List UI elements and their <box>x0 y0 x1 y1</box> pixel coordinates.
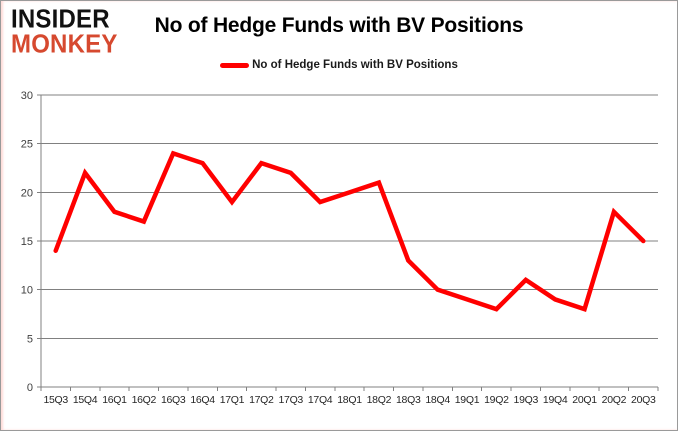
x-axis-label: 19Q1 <box>455 394 480 406</box>
x-axis-label: 19Q2 <box>484 394 509 406</box>
x-axis-label: 17Q4 <box>308 394 333 406</box>
x-axis-label: 15Q4 <box>73 394 98 406</box>
x-axis-label: 17Q1 <box>220 394 245 406</box>
x-axis-label: 18Q1 <box>337 394 362 406</box>
x-axis-label: 16Q4 <box>190 394 215 406</box>
x-axis-label: 20Q1 <box>572 394 597 406</box>
y-axis-label: 10 <box>21 285 33 297</box>
y-axis-label: 5 <box>27 333 33 345</box>
x-axis-label: 16Q1 <box>102 394 127 406</box>
chart-legend: No of Hedge Funds with BV Positions <box>1 59 677 71</box>
x-axis-label: 19Q3 <box>514 394 539 406</box>
legend-label: No of Hedge Funds with BV Positions <box>252 59 458 71</box>
x-axis-label: 18Q4 <box>425 394 450 406</box>
x-axis-label: 18Q3 <box>396 394 421 406</box>
logo-text-insider: INSIDER <box>11 4 110 34</box>
x-axis-label: 20Q2 <box>602 394 627 406</box>
x-axis-label: 15Q3 <box>43 394 68 406</box>
y-axis-label: 20 <box>21 187 33 199</box>
x-axis-label: 17Q3 <box>278 394 303 406</box>
logo-text-monkey: MONKEY <box>11 29 118 59</box>
x-axis-label: 20Q3 <box>631 394 656 406</box>
x-axis-label: 18Q2 <box>367 394 392 406</box>
y-axis-label: 15 <box>21 236 33 248</box>
y-axis-label: 25 <box>21 139 33 151</box>
x-axis-label: 16Q3 <box>161 394 186 406</box>
y-axis-label: 30 <box>21 90 33 102</box>
y-axis-label: 0 <box>27 382 33 394</box>
x-axis-label: 19Q4 <box>543 394 568 406</box>
legend-line-swatch <box>220 62 250 68</box>
x-axis-label: 17Q2 <box>249 394 274 406</box>
insider-monkey-logo: INSIDER MONKEY <box>11 4 118 59</box>
chart-title: No of Hedge Funds with BV Positions <box>154 14 524 37</box>
series-line <box>53 150 646 312</box>
x-axis-label: 16Q2 <box>132 394 157 406</box>
